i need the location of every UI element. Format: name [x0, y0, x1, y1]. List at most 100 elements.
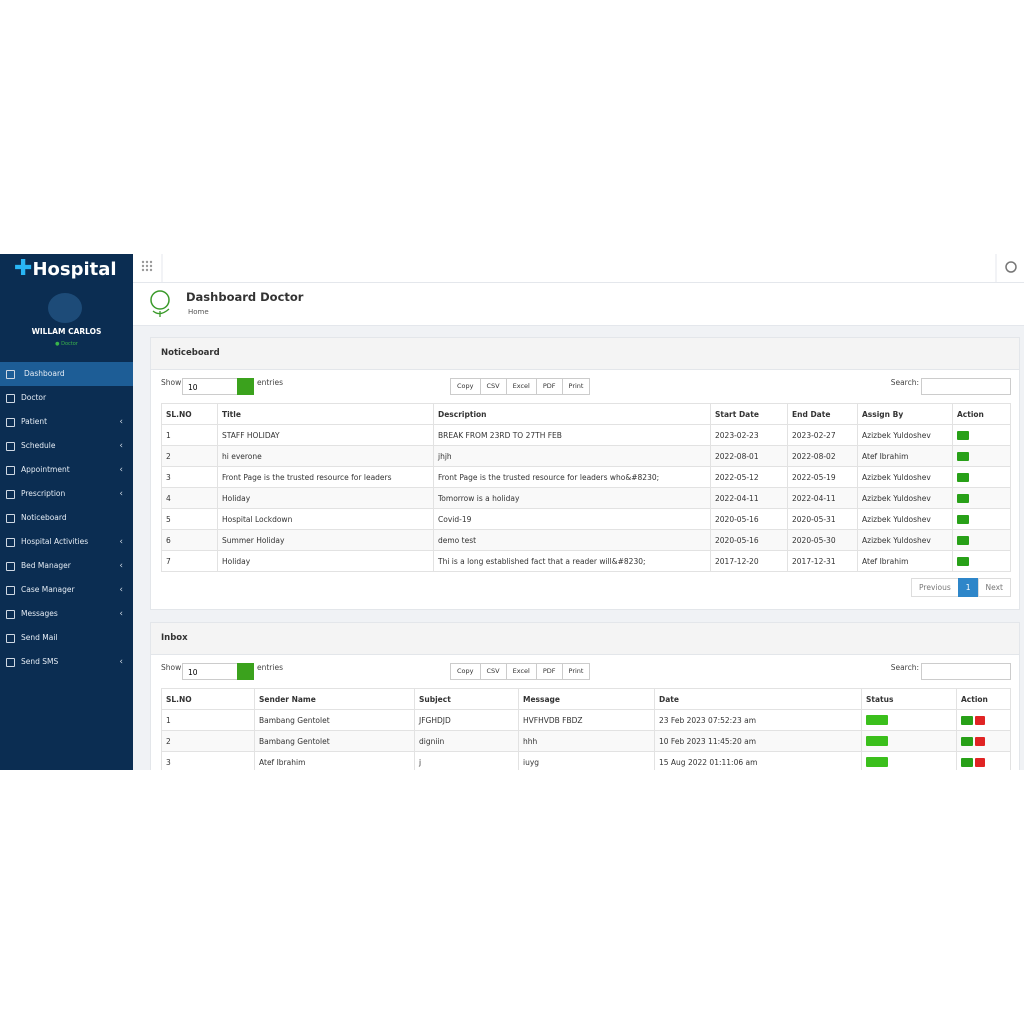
cell: 3 — [161, 466, 218, 488]
column-header[interactable]: Assign By — [857, 403, 953, 425]
menu-item[interactable]: Bed Manager ‹ — [0, 554, 133, 578]
column-header[interactable]: SL.NO — [161, 403, 218, 425]
export-button[interactable]: PDF — [535, 378, 563, 395]
view-button[interactable] — [957, 535, 969, 545]
view-button[interactable] — [957, 514, 969, 524]
cell: 2020-05-16 — [710, 529, 788, 551]
menu-chevron: ‹ — [119, 417, 123, 427]
column-header[interactable]: End Date — [787, 403, 858, 425]
menu-label: Noticeboard — [21, 513, 67, 522]
cell: Front Page is the trusted resource for l… — [433, 466, 711, 488]
menu-item[interactable]: Doctor — [0, 386, 133, 410]
menu-item[interactable]: Prescription ‹ — [0, 482, 133, 506]
export-button[interactable]: Print — [561, 378, 591, 395]
page-length-select[interactable]: 10 — [182, 378, 254, 395]
card-title: Inbox — [151, 623, 1019, 655]
cell: Covid-19 — [433, 508, 711, 530]
view-button[interactable] — [961, 715, 973, 725]
cell: 4 — [161, 487, 218, 509]
column-header[interactable]: Action — [956, 688, 1011, 710]
view-button[interactable] — [961, 757, 973, 767]
export-button[interactable]: PDF — [535, 663, 563, 680]
export-button[interactable]: CSV — [479, 378, 507, 395]
column-header[interactable]: Date — [654, 688, 862, 710]
column-header[interactable]: Status — [861, 688, 957, 710]
view-button[interactable] — [957, 430, 969, 440]
main: Dashboard Doctor Home Noticeboard Show 10 e… — [133, 254, 1024, 770]
menu-label: Doctor — [21, 393, 47, 402]
menu-item[interactable]: Schedule ‹ — [0, 434, 133, 458]
export-button[interactable]: Excel — [505, 663, 537, 680]
menu-label: Bed Manager — [21, 561, 71, 570]
export-button[interactable]: CSV — [479, 663, 507, 680]
menu-item[interactable]: Send SMS ‹ — [0, 650, 133, 674]
cell: Tomorrow is a holiday — [433, 487, 711, 509]
action-cell — [952, 424, 1011, 446]
settings-icon[interactable] — [1005, 261, 1017, 273]
menu-item[interactable]: Patient ‹ — [0, 410, 133, 434]
delete-button[interactable] — [975, 736, 985, 746]
header-row: SL.NO Sender Name Subject Message Date Status… — [161, 688, 1011, 710]
menu-chevron: ‹ — [119, 609, 123, 619]
table-head: SL.NO Title Description Start Date End Date A… — [161, 403, 1011, 425]
column-header[interactable]: SL.NO — [161, 688, 255, 710]
export-button[interactable]: Excel — [505, 378, 537, 395]
menu-label: Appointment — [21, 465, 70, 474]
page-button[interactable]: 1 — [957, 578, 979, 597]
menu-icon — [6, 370, 15, 379]
next-button[interactable]: Next — [977, 578, 1011, 597]
search-input[interactable] — [921, 663, 1011, 680]
cell: 2022-08-01 — [710, 445, 788, 467]
search-input[interactable] — [921, 378, 1011, 395]
action-cell — [956, 751, 1011, 770]
delete-button[interactable] — [975, 757, 985, 767]
action-cell — [952, 487, 1011, 509]
view-button[interactable] — [957, 556, 969, 566]
cell: 23 Feb 2023 07:52:23 am — [654, 709, 862, 731]
status-cell — [861, 730, 957, 752]
column-header[interactable]: Sender Name — [254, 688, 415, 710]
export-button[interactable]: Copy — [450, 378, 481, 395]
prev-button[interactable]: Previous — [911, 578, 959, 597]
column-header[interactable]: Start Date — [710, 403, 788, 425]
menu-item[interactable]: Hospital Activities ‹ — [0, 530, 133, 554]
noticeboard-card: Noticeboard Show 10 entries Copy CSV Excel PDF P… — [150, 337, 1020, 610]
menu-chevron: ‹ — [119, 561, 123, 571]
column-header[interactable]: Action — [952, 403, 1011, 425]
cell: STAFF HOLIDAY — [217, 424, 434, 446]
menu-icon — [6, 634, 15, 643]
column-header[interactable]: Message — [518, 688, 655, 710]
view-button[interactable] — [957, 451, 969, 461]
cell: Hospital Lockdown — [217, 508, 434, 530]
view-button[interactable] — [957, 493, 969, 503]
export-button[interactable]: Copy — [450, 663, 481, 680]
page-length-select[interactable]: 10 — [182, 663, 254, 680]
status-badge — [866, 715, 888, 725]
menu-item[interactable]: Case Manager ‹ — [0, 578, 133, 602]
grid-icon[interactable] — [141, 260, 153, 272]
cell: Azizbek Yuldoshev — [857, 529, 953, 551]
menu-item[interactable]: Messages ‹ — [0, 602, 133, 626]
menu-item[interactable]: Send Mail — [0, 626, 133, 650]
cell: 6 — [161, 529, 218, 551]
cell: 2023-02-23 — [710, 424, 788, 446]
menu-chevron: ‹ — [119, 657, 123, 667]
breadcrumb[interactable]: Home — [188, 308, 209, 316]
sidebar: ✚Hospital WILLAM CARLOS ● Doctor Dashboa… — [0, 254, 133, 770]
page-length-value: 10 — [188, 668, 198, 677]
column-header[interactable]: Description — [433, 403, 711, 425]
cell: 1 — [161, 424, 218, 446]
column-header[interactable]: Title — [217, 403, 434, 425]
view-button[interactable] — [961, 736, 973, 746]
view-button[interactable] — [957, 472, 969, 482]
user-name: WILLAM CARLOS — [31, 327, 102, 336]
menu-item[interactable]: Dashboard — [0, 362, 133, 386]
menu-item[interactable]: Noticeboard — [0, 506, 133, 530]
brand: ✚Hospital — [14, 256, 117, 281]
menu-item[interactable]: Appointment ‹ — [0, 458, 133, 482]
export-button[interactable]: Print — [561, 663, 591, 680]
column-header[interactable]: Subject — [414, 688, 519, 710]
delete-button[interactable] — [975, 715, 985, 725]
entries-label: entries — [257, 378, 283, 387]
